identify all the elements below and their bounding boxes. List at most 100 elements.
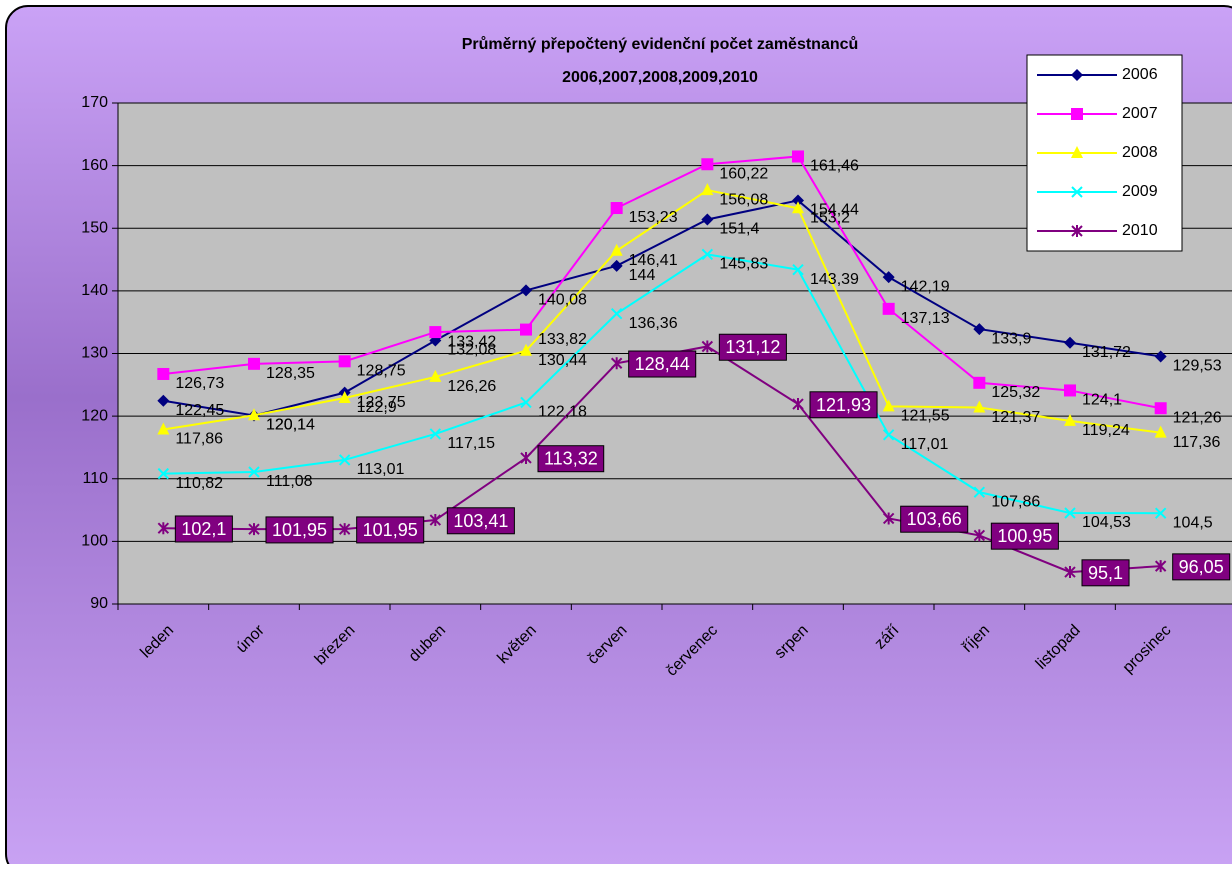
data-label: 136,36 [629,315,678,332]
data-label: 142,19 [901,278,950,295]
data-label: 101,95 [363,520,418,540]
marker [1071,146,1083,158]
y-tick-label: 170 [81,94,108,111]
data-label: 110,82 [175,475,223,492]
marker [792,201,804,214]
data-label-box [1081,559,1130,587]
series-line [163,253,1161,515]
data-label: 132,08 [447,342,496,359]
marker [1071,186,1083,198]
data-label: 121,93 [816,395,871,415]
data-label: 156,08 [719,191,768,208]
data-label: 126,26 [447,378,496,395]
data-label: 100,95 [997,526,1052,546]
marker [429,428,442,440]
data-label: 117,01 [901,436,949,453]
data-label: 111,08 [266,473,313,490]
data-label: 101,95 [272,520,327,540]
marker [248,357,260,370]
data-label-box [990,522,1059,550]
data-label: 129,53 [1173,358,1222,375]
marker [1154,507,1167,519]
data-label: 128,44 [635,354,690,374]
data-label: 133,9 [991,330,1031,347]
data-label: 140,08 [538,292,587,309]
marker [792,263,804,276]
marker [248,523,260,536]
data-label: 122,45 [175,402,224,419]
data-label: 145,83 [719,256,768,273]
data-label-box [446,507,515,535]
marker [792,150,804,163]
marker [792,398,804,411]
y-tick-label: 130 [81,345,108,362]
marker [157,422,170,435]
marker [1071,225,1083,237]
data-label-box [718,333,787,361]
data-label: 121,37 [991,409,1040,426]
marker [429,369,442,382]
data-label-box [174,515,233,543]
data-label: 95,1 [1088,563,1123,583]
data-label: 124,1 [1082,392,1122,409]
marker [429,514,442,527]
data-label: 102,1 [181,519,226,539]
y-tick-label: 100 [81,533,108,550]
marker [701,183,714,196]
data-label: 131,12 [725,337,780,357]
data-label: 161,46 [810,158,859,175]
marker [338,355,351,368]
marker [882,512,895,525]
data-label: 133,42 [447,333,496,350]
data-label: 144 [629,267,656,284]
legend-label: 2007 [1122,105,1158,122]
data-label: 128,35 [266,365,315,382]
y-tick-label: 120 [81,407,108,424]
data-label: 160,22 [719,165,768,182]
marker [248,466,260,478]
data-label-box [900,505,969,533]
labels-group: 122,45 120,1 123,75 132,08 140,08 144 151,4 154… [174,158,1231,587]
marker [1064,384,1076,397]
marker [1071,108,1083,120]
data-label: 120,14 [266,416,315,433]
marker [701,248,714,261]
data-label: 103,66 [907,509,962,529]
marker [338,454,351,466]
data-label: 121,55 [901,408,950,425]
data-label: 143,39 [810,271,859,288]
marker [520,323,532,336]
marker [1064,336,1076,349]
marker [610,357,623,370]
marker [1064,413,1076,426]
y-tick-label: 150 [81,219,108,236]
marker [792,194,804,207]
marker [429,326,442,339]
marker [882,429,895,441]
data-label: 133,82 [538,331,587,348]
data-label: 113,32 [544,449,598,469]
data-label: 117,15 [447,435,495,452]
marker [1154,560,1167,573]
data-label: 104,5 [1173,514,1213,531]
series-line [163,155,1161,410]
data-label: 96,05 [1179,557,1224,577]
marker [520,343,532,356]
marker [520,284,532,297]
marker [973,486,986,498]
data-label: 153,2 [810,209,850,226]
legend-label: 2006 [1122,66,1158,83]
data-label: 107,86 [991,493,1040,510]
marker [973,529,986,542]
data-label: 154,44 [810,202,859,219]
marker [610,307,623,320]
marker [1154,425,1167,438]
marker [338,523,351,536]
data-label: 103,41 [453,511,508,531]
data-label: 137,13 [901,310,950,327]
data-label: 119,24 [1082,422,1130,439]
data-label: 151,4 [719,221,759,238]
data-label: 120,1 [266,417,306,434]
marker [520,396,532,409]
